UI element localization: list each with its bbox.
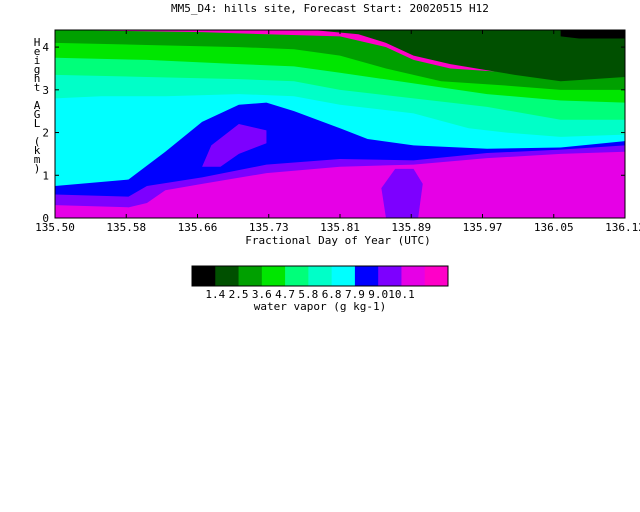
y-label-char: H xyxy=(34,36,41,49)
contour-blob-2 xyxy=(560,30,625,39)
colorbar-swatch xyxy=(285,266,309,286)
contour-blob-0 xyxy=(202,124,267,167)
x-tick-label: 135.97 xyxy=(463,221,503,234)
y-label-char: G xyxy=(34,108,41,121)
colorbar: 1.4 2.5 3.6 4.7 5.8 6.8 7.9 9.0 10.1 xyxy=(191,265,449,301)
colorbar-tick-label: 1.4 xyxy=(205,288,225,301)
y-label-char: i xyxy=(34,54,41,67)
plot-area xyxy=(55,30,625,219)
x-tick-label: 135.50 xyxy=(35,221,75,234)
y-tick-label: 0 xyxy=(42,212,49,225)
colorbar-swatch xyxy=(424,266,449,286)
contour-band-0.3 xyxy=(55,30,625,82)
y-tick-label: 2 xyxy=(42,127,49,140)
x-tick-label: 135.58 xyxy=(106,221,146,234)
colorbar-tick-label: 5.8 xyxy=(298,288,318,301)
colorbar-swatch xyxy=(238,266,263,286)
y-label-char: L xyxy=(34,117,41,130)
colorbar-tick-label: 3.6 xyxy=(252,288,272,301)
colorbar-tick-label: 7.9 xyxy=(345,288,365,301)
colorbar-swatch xyxy=(354,266,379,286)
colorbar-tick-label: 9.0 xyxy=(368,288,388,301)
y-label-char: e xyxy=(34,45,41,58)
colorbar-tick-label: 2.5 xyxy=(229,288,249,301)
contour-band-9 xyxy=(55,151,625,218)
colorbar-tick-label: 4.7 xyxy=(275,288,295,301)
colorbar-swatch xyxy=(308,266,333,286)
y-label-char: ( xyxy=(34,135,41,148)
colorbar-swatch xyxy=(192,266,216,286)
x-tick-label: 135.81 xyxy=(320,221,360,234)
y-tick-label: 3 xyxy=(42,84,49,97)
y-label-char: ) xyxy=(34,162,41,175)
contour-blob-1 xyxy=(381,168,423,218)
x-tick-label: 136.05 xyxy=(534,221,574,234)
y-label-char: g xyxy=(34,63,41,76)
colorbar-swatch xyxy=(331,266,356,286)
y-tick-label: 1 xyxy=(42,169,49,182)
x-axis: 135.50 135.58 135.66 135.73 135.81 135.89 135.… xyxy=(35,30,640,234)
x-tick-label: 135.89 xyxy=(391,221,431,234)
y-axis: 0 1 2 3 4 xyxy=(42,41,625,225)
colorbar-tick-label: 10.1 xyxy=(388,288,415,301)
colorbar-label: water vapor (g kg-1) xyxy=(254,300,386,313)
y-tick-label: 4 xyxy=(42,41,49,54)
y-label-char: m xyxy=(34,153,41,166)
colorbar-swatch xyxy=(261,266,286,286)
colorbar-tick-label: 6.8 xyxy=(322,288,342,301)
colorbar-swatch xyxy=(215,266,240,286)
colorbar-swatch xyxy=(401,266,426,286)
y-label-char: h xyxy=(34,72,41,85)
y-label-char: k xyxy=(34,144,41,157)
colorbar-swatch xyxy=(378,266,402,286)
colorbar-frame xyxy=(191,265,449,287)
x-tick-label: 135.73 xyxy=(249,221,289,234)
y-label-char: t xyxy=(34,81,41,94)
x-tick-label: 136.12 xyxy=(605,221,640,234)
x-tick-label: 135.66 xyxy=(178,221,218,234)
x-axis-label: Fractional Day of Year (UTC) xyxy=(245,234,430,247)
chart-title: MM5_D4: hills site, Forecast Start: 2002… xyxy=(171,2,489,15)
y-label-char: A xyxy=(34,99,41,112)
